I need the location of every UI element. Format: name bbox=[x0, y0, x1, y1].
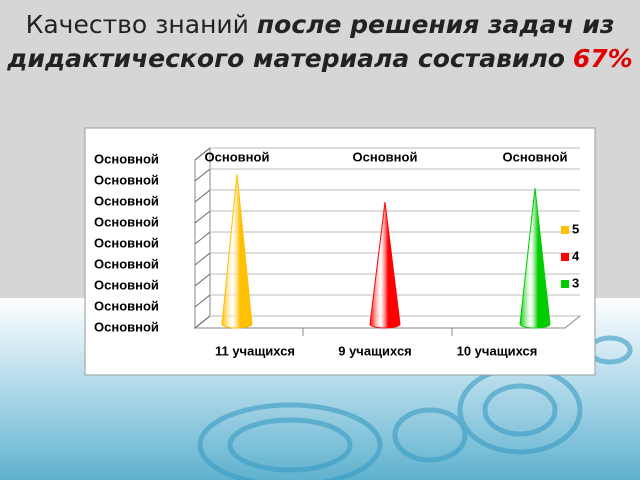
grid-line bbox=[194, 189, 211, 203]
legend-label: 5 bbox=[572, 221, 579, 236]
title-plain: Качество знаний bbox=[25, 10, 249, 39]
decor-circles bbox=[197, 335, 633, 480]
grid-line bbox=[194, 252, 211, 266]
grid-line bbox=[194, 273, 211, 287]
y-tick-label: Основной bbox=[94, 172, 159, 187]
grid-line bbox=[194, 168, 211, 182]
grid-line bbox=[194, 147, 211, 161]
y-tick-label: Основной bbox=[94, 151, 159, 166]
grid-line bbox=[194, 210, 211, 224]
slide-title: Качество знаний после решения задач из д… bbox=[0, 8, 640, 76]
chart-area bbox=[84, 127, 596, 376]
y-tick-label: Основной bbox=[94, 319, 159, 334]
x-tick-label: 10 учащихся bbox=[457, 343, 538, 358]
data-label: Основной bbox=[353, 149, 418, 164]
legend-label: 3 bbox=[572, 275, 579, 290]
legend-swatch bbox=[561, 280, 569, 288]
cone bbox=[369, 201, 401, 329]
x-tick-label: 9 учащихся bbox=[338, 343, 412, 358]
grid-line bbox=[194, 315, 211, 329]
y-tick-label: Основной bbox=[94, 214, 159, 229]
grid-line bbox=[194, 231, 211, 245]
y-tick-label: Основной bbox=[94, 298, 159, 313]
y-tick-label: Основной bbox=[94, 256, 159, 271]
legend-swatch bbox=[561, 253, 569, 261]
cone bbox=[221, 173, 253, 329]
y-tick-label: Основной bbox=[94, 235, 159, 250]
grid-line bbox=[194, 294, 211, 308]
cone bbox=[519, 187, 551, 329]
legend-swatch bbox=[561, 226, 569, 234]
title-highlight: 67% bbox=[572, 44, 633, 73]
title-bold: после решения задач из дидактического ма… bbox=[7, 10, 615, 73]
data-label: Основной bbox=[205, 149, 270, 164]
y-tick-label: Основной bbox=[94, 193, 159, 208]
legend-label: 4 bbox=[572, 248, 580, 263]
y-tick-label: Основной bbox=[94, 277, 159, 292]
x-tick-label: 11 учащихся bbox=[215, 343, 295, 358]
data-label: Основной bbox=[503, 149, 568, 164]
